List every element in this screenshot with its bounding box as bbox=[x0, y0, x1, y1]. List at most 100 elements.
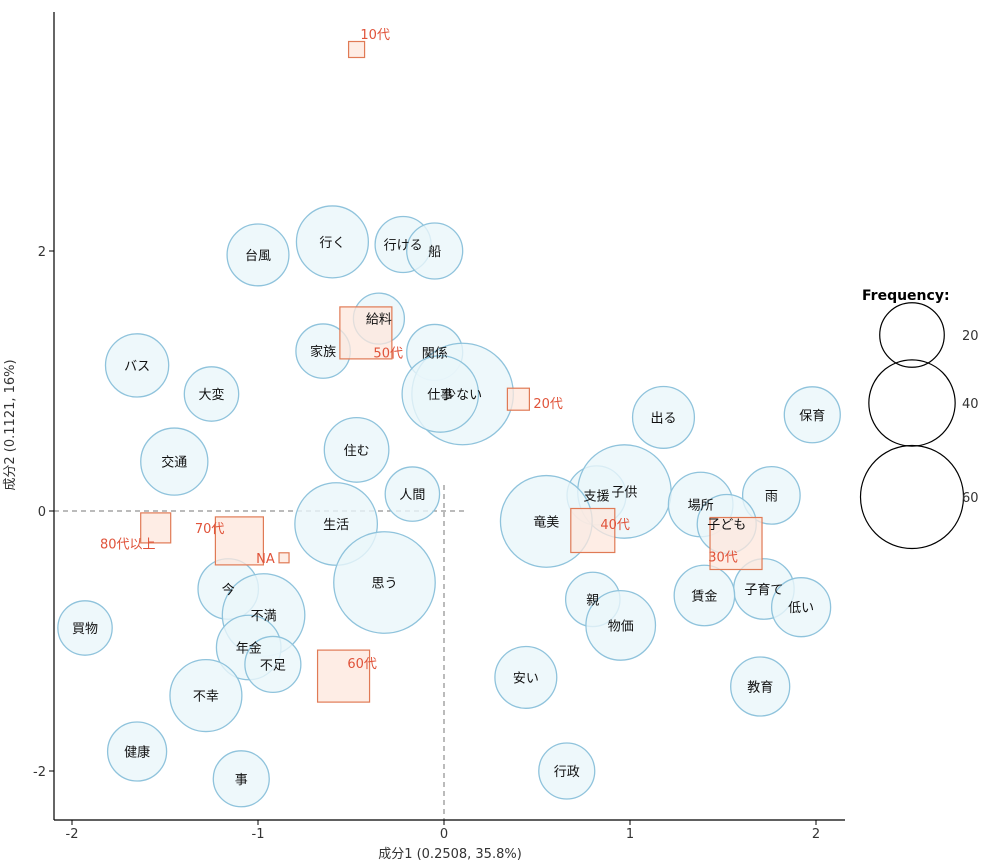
word-label: 思う bbox=[371, 577, 397, 592]
frequency-legend: Frequency: 20 40 60 bbox=[859, 288, 979, 550]
word-label: 大変 bbox=[198, 387, 224, 403]
y-axis-title: 成分2 (0.1121, 16%) bbox=[3, 359, 18, 490]
x-tick-label: 2 bbox=[812, 827, 820, 842]
group-label: 60代 bbox=[347, 657, 377, 672]
word-label: 台風 bbox=[245, 249, 271, 264]
word-label: 人間 bbox=[399, 488, 425, 503]
word-bubble bbox=[104, 333, 170, 398]
word-label: 事 bbox=[235, 773, 248, 788]
word-label: 親 bbox=[586, 593, 599, 608]
word-bubble bbox=[323, 416, 390, 483]
word-label: 保育 bbox=[799, 408, 825, 424]
word-bubble bbox=[631, 385, 696, 449]
group-label: NA bbox=[256, 552, 275, 567]
group-label: 80代以上 bbox=[100, 538, 156, 553]
word-label: 不幸 bbox=[193, 690, 219, 705]
group-square bbox=[278, 552, 290, 564]
word-label: 行く bbox=[319, 236, 345, 251]
group-square bbox=[316, 649, 371, 703]
legend-label: 20 bbox=[962, 329, 979, 344]
word-label: 場所 bbox=[688, 499, 714, 514]
word-bubble bbox=[295, 205, 370, 279]
word-label: 年金 bbox=[236, 641, 262, 657]
word-bubble bbox=[494, 645, 558, 709]
word-label: 少ない bbox=[443, 388, 482, 403]
word-label: 不満 bbox=[251, 609, 277, 624]
word-label: 給料 bbox=[366, 313, 392, 328]
word-bubble bbox=[244, 635, 302, 694]
word-bubble bbox=[212, 750, 270, 808]
y-tick-label: 0 bbox=[38, 505, 46, 520]
group-square bbox=[140, 512, 172, 544]
word-bubble bbox=[538, 742, 596, 800]
word-bubble bbox=[106, 721, 168, 782]
word-bubble bbox=[57, 600, 113, 656]
word-label: 支援 bbox=[584, 489, 610, 504]
word-bubble bbox=[384, 466, 441, 522]
x-tick-label: 1 bbox=[626, 827, 634, 842]
legend-title: Frequency: bbox=[862, 288, 950, 304]
y-tick-label: -2 bbox=[33, 765, 46, 780]
word-label: 生活 bbox=[323, 518, 349, 533]
x-tick-label: -1 bbox=[252, 827, 265, 842]
group-label: 20代 bbox=[533, 397, 563, 412]
legend-circle bbox=[859, 444, 965, 550]
word-bubble bbox=[730, 656, 791, 717]
word-label: 交通 bbox=[161, 455, 187, 471]
word-label: 買物 bbox=[72, 622, 98, 637]
word-bubble bbox=[783, 386, 841, 444]
word-bubble bbox=[770, 577, 832, 638]
word-label: 子ども bbox=[707, 518, 746, 533]
group-square bbox=[339, 306, 393, 360]
group-square bbox=[214, 516, 264, 566]
word-label: 今 bbox=[222, 582, 235, 598]
word-bubble bbox=[741, 465, 801, 525]
group-square bbox=[506, 387, 530, 411]
word-label: 安い bbox=[513, 671, 539, 686]
word-label: バス bbox=[124, 359, 150, 374]
word-label: 家族 bbox=[310, 344, 336, 360]
word-bubble bbox=[401, 355, 480, 433]
legend-circle bbox=[879, 302, 945, 368]
group-label: 10代 bbox=[360, 28, 390, 43]
word-label: 賃金 bbox=[691, 589, 717, 605]
word-bubble bbox=[406, 222, 464, 280]
group-label: 70代 bbox=[195, 522, 225, 537]
word-label: 物価 bbox=[608, 619, 634, 634]
group-label: 50代 bbox=[373, 346, 403, 361]
word-label: 行ける bbox=[384, 239, 423, 254]
word-label: 竜美 bbox=[533, 515, 559, 530]
word-label: 子供 bbox=[611, 486, 637, 501]
word-label: 教育 bbox=[747, 680, 773, 696]
word-label: 住む bbox=[344, 444, 370, 459]
word-label: 関係 bbox=[422, 346, 448, 361]
word-label: 不足 bbox=[260, 658, 286, 673]
y-tick-label: 2 bbox=[38, 245, 46, 260]
word-label: 子育て bbox=[744, 582, 783, 598]
group-label: 40代 bbox=[600, 518, 630, 533]
word-label: 低い bbox=[788, 601, 814, 616]
word-bubble bbox=[169, 658, 243, 733]
word-bubble bbox=[183, 366, 240, 422]
group-square bbox=[347, 40, 366, 59]
legend-label: 40 bbox=[962, 397, 979, 412]
word-label: 船 bbox=[428, 245, 441, 260]
word-label: 健康 bbox=[124, 745, 150, 761]
x-tick-label: -2 bbox=[66, 827, 79, 842]
group-square bbox=[709, 516, 763, 571]
x-tick-label: 0 bbox=[440, 827, 448, 842]
group-label: 30代 bbox=[708, 551, 738, 566]
word-bubble bbox=[226, 223, 290, 287]
word-label: 出る bbox=[650, 411, 676, 426]
legend-label: 60 bbox=[962, 491, 979, 506]
word-label: 行政 bbox=[554, 765, 580, 780]
axes: -2 -1 0 1 2 -2 0 2 bbox=[33, 12, 845, 842]
word-bubble bbox=[585, 589, 657, 661]
word-bubble bbox=[673, 564, 736, 627]
word-label: 仕事 bbox=[427, 388, 453, 403]
word-bubble bbox=[333, 531, 436, 634]
legend-circle bbox=[868, 359, 956, 447]
word-bubble bbox=[140, 427, 209, 496]
